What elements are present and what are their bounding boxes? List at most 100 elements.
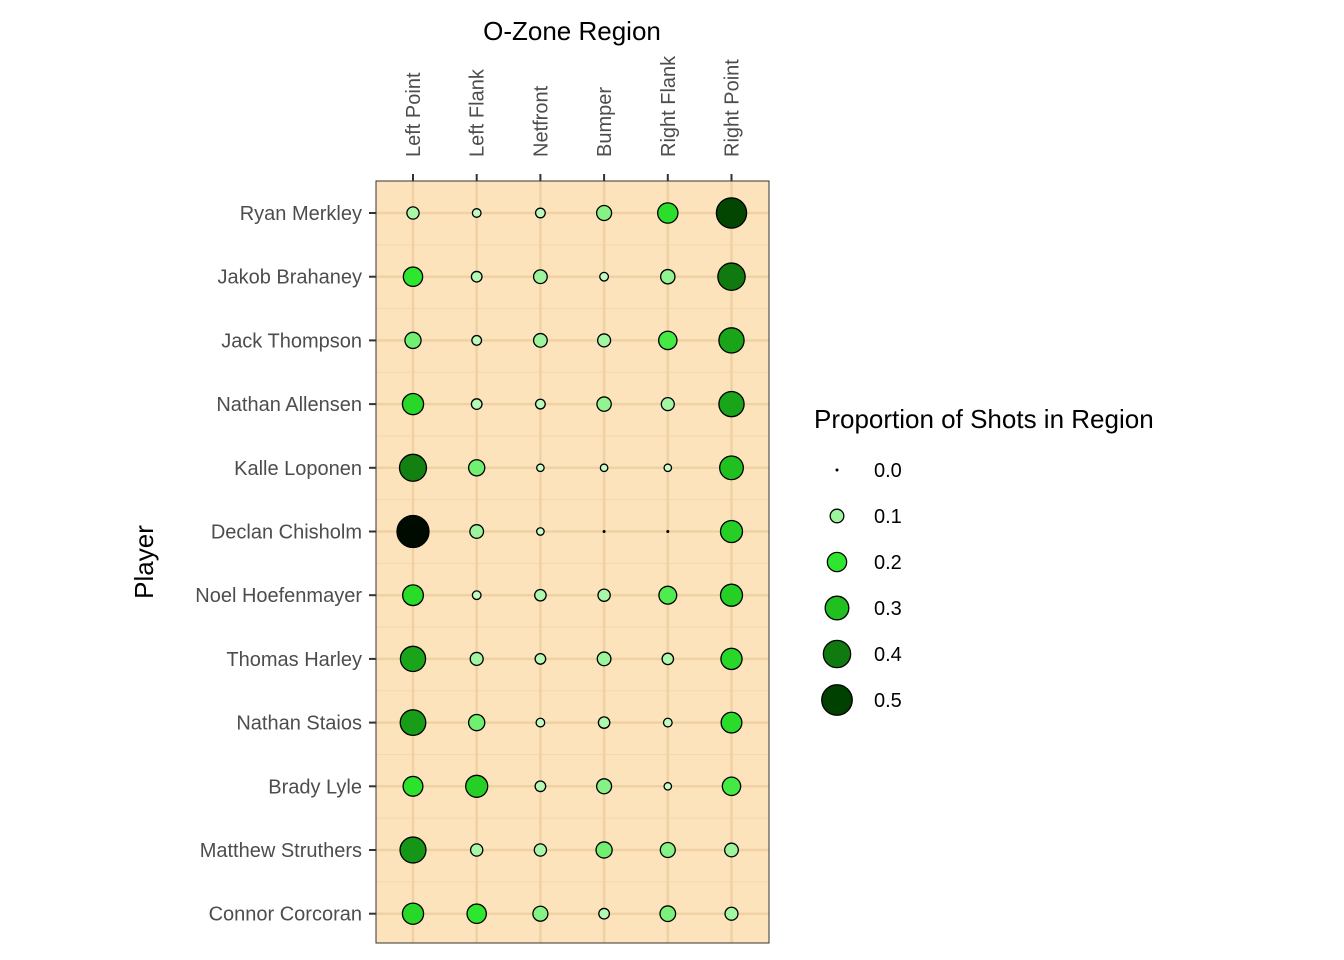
data-point: [469, 651, 484, 667]
legend-label: 0.5: [874, 690, 902, 712]
data-point: [659, 268, 676, 285]
legend-title: Proportion of Shots in Region: [814, 404, 1154, 434]
y-tick-label: Jakob Brahaney: [217, 267, 362, 289]
data-point: [662, 717, 673, 728]
data-point: [663, 463, 673, 473]
legend-key: [824, 595, 850, 621]
data-point: [595, 841, 613, 859]
data-point: [470, 398, 483, 411]
data-point: [596, 333, 612, 348]
data-point: [406, 206, 420, 220]
x-axis-ticks: Left Point Left Flank Netfront Bumper Right …: [403, 55, 744, 181]
x-tick-label: Netfront: [530, 85, 552, 157]
legend-key: [821, 684, 853, 716]
data-point: [467, 459, 486, 477]
data-point: [398, 453, 428, 482]
data-point: [402, 775, 424, 797]
legend-key: [829, 508, 845, 524]
legend: Proportion of Shots in Region 0.0 0.1 0.2 0…: [814, 404, 1154, 716]
data-point: [535, 717, 546, 728]
legend-label: 0.4: [874, 644, 902, 666]
data-point: [659, 841, 676, 859]
legend-key: [822, 639, 852, 669]
data-point: [465, 774, 489, 798]
data-point: [718, 390, 745, 418]
data-point: [399, 645, 427, 673]
data-points: [396, 197, 748, 925]
legend-label: 0.0: [874, 460, 902, 482]
data-point: [469, 524, 485, 539]
x-tick-label: Left Point: [403, 72, 425, 157]
data-point: [597, 716, 611, 729]
data-point: [599, 271, 610, 282]
data-point: [719, 519, 744, 544]
data-point: [534, 780, 547, 793]
data-point: [719, 583, 744, 607]
y-tick-label: Matthew Struthers: [200, 840, 362, 862]
y-tick-label: Ryan Merkley: [240, 203, 362, 225]
data-point: [469, 843, 484, 857]
data-point: [596, 651, 612, 667]
data-point: [396, 514, 430, 549]
y-tick-label: Noel Hoefenmayer: [195, 585, 362, 607]
data-point: [718, 327, 745, 354]
y-tick-label: Brady Lyle: [268, 776, 362, 798]
data-point: [596, 396, 612, 412]
data-point: [466, 903, 487, 924]
data-point: [719, 455, 744, 481]
data-point: [658, 585, 678, 605]
data-point: [532, 269, 548, 285]
data-point: [717, 262, 746, 291]
data-point: [657, 330, 678, 351]
data-point: [659, 905, 677, 923]
data-point: [533, 843, 548, 857]
data-point: [467, 713, 486, 732]
y-tick-label: Nathan Allensen: [216, 394, 362, 416]
data-point: [720, 647, 743, 671]
data-point: [663, 781, 673, 791]
data-point: [399, 709, 427, 737]
data-point: [402, 584, 424, 607]
data-point: [536, 527, 545, 536]
data-point: [595, 778, 613, 795]
legend-key: [835, 468, 839, 472]
data-point: [534, 398, 546, 410]
y-tick-label: Jack Thompson: [221, 330, 362, 352]
y-tick-label: Thomas Harley: [226, 649, 362, 671]
data-point: [470, 270, 483, 283]
data-point: [661, 652, 675, 666]
x-tick-label: Left Flank: [467, 68, 489, 157]
y-axis-title: Player: [129, 525, 159, 599]
plot-panel: [376, 181, 769, 943]
data-point: [536, 463, 545, 473]
grid-lines: [376, 181, 769, 943]
data-point: [724, 842, 739, 858]
legend-label: 0.2: [874, 552, 902, 574]
x-tick-label: Bumper: [594, 87, 616, 157]
data-point: [401, 392, 425, 416]
data-point: [471, 208, 482, 218]
data-point: [534, 207, 546, 219]
data-point: [532, 905, 549, 922]
legend-key: [826, 551, 848, 573]
data-point: [657, 202, 679, 224]
data-point: [597, 588, 611, 602]
x-tick-label: Right Point: [722, 59, 744, 157]
data-point: [532, 332, 548, 348]
y-tick-label: Nathan Staios: [236, 713, 362, 735]
legend-label: 0.1: [874, 506, 902, 528]
plot-panel-border: [375, 180, 770, 944]
y-axis-ticks: Ryan Merkley Jakob Brahaney Jack Thompson N…: [195, 203, 376, 926]
data-point: [598, 907, 611, 920]
data-point: [595, 204, 613, 222]
data-point: [402, 266, 424, 287]
data-point: [471, 334, 483, 346]
data-point: [404, 331, 422, 350]
data-point: [471, 590, 482, 601]
legend-label: 0.3: [874, 598, 902, 620]
data-point: [599, 463, 609, 473]
data-point: [721, 776, 742, 797]
data-point: [399, 836, 427, 864]
data-point: [534, 588, 547, 602]
